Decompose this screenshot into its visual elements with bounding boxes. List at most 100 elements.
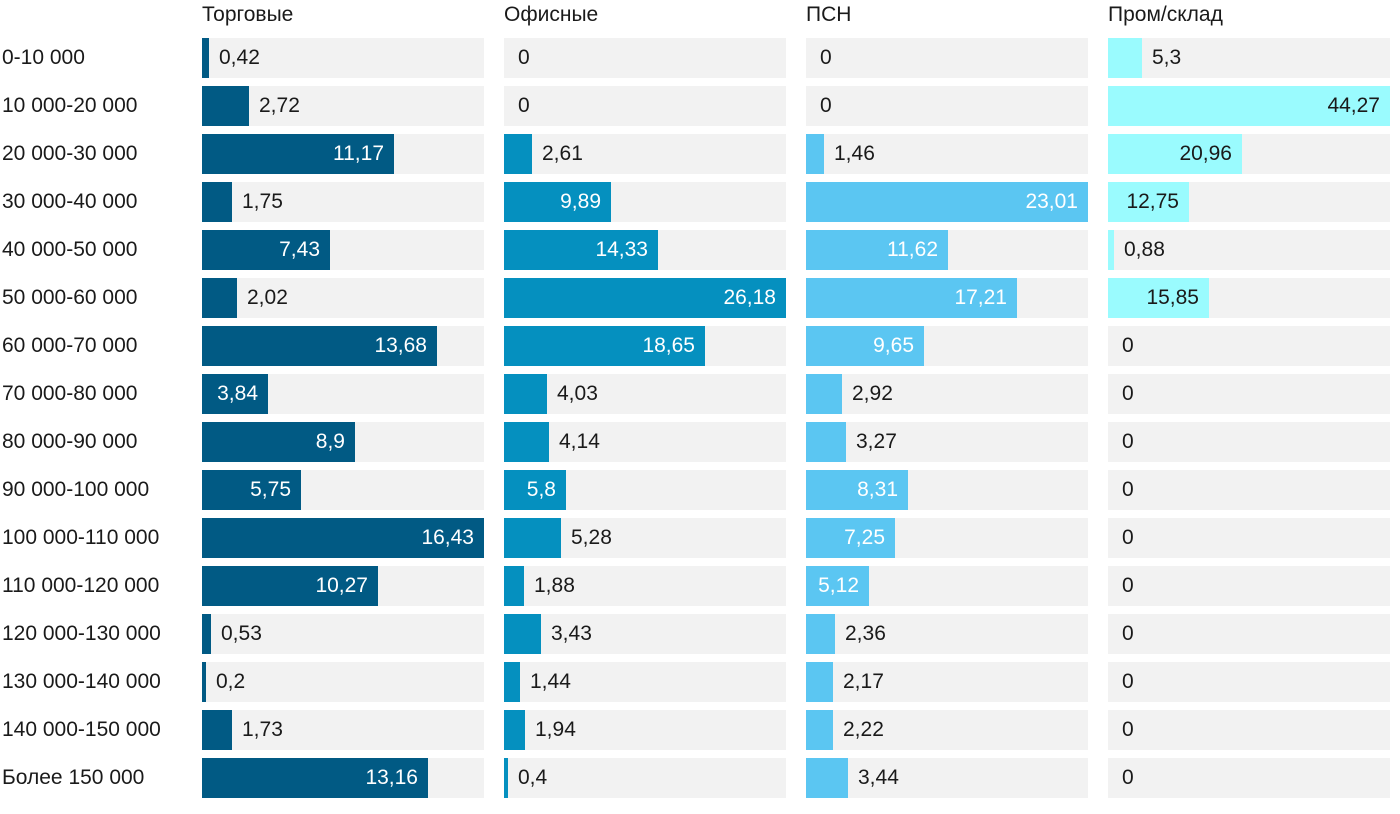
bar-track bbox=[202, 38, 484, 78]
bar bbox=[504, 758, 508, 798]
bar bbox=[504, 374, 547, 414]
bar bbox=[1108, 182, 1189, 222]
bar bbox=[504, 662, 520, 702]
bar-track bbox=[504, 614, 786, 654]
value-label: 0 bbox=[1122, 430, 1134, 453]
series-header: ПСН bbox=[806, 3, 852, 26]
bar-track bbox=[1108, 422, 1390, 462]
bar-track bbox=[1108, 326, 1390, 366]
bar bbox=[202, 566, 378, 606]
value-label: 5,28 bbox=[571, 526, 612, 549]
value-label: 5,8 bbox=[526, 478, 556, 501]
value-label: 12,75 bbox=[1126, 190, 1179, 213]
row-label: 110 000-120 000 bbox=[2, 574, 160, 597]
value-label: 16,43 bbox=[421, 526, 474, 549]
bar-track bbox=[504, 662, 786, 702]
value-label: 0 bbox=[1122, 622, 1134, 645]
bar bbox=[202, 38, 209, 78]
row-label: 80 000-90 000 bbox=[2, 430, 138, 453]
value-label: 0 bbox=[1122, 766, 1134, 789]
bar bbox=[806, 326, 924, 366]
bar bbox=[1108, 278, 1209, 318]
bar bbox=[202, 374, 268, 414]
bar bbox=[202, 518, 484, 558]
bar bbox=[202, 470, 301, 510]
bar bbox=[806, 278, 1017, 318]
bar-track bbox=[202, 278, 484, 318]
row-label: 10 000-20 000 bbox=[2, 94, 138, 117]
bar-track bbox=[806, 710, 1088, 750]
bar bbox=[202, 326, 437, 366]
row-label: 90 000-100 000 bbox=[2, 478, 150, 501]
bar-track bbox=[1108, 230, 1390, 270]
value-label: 14,33 bbox=[595, 238, 648, 261]
bar-track bbox=[1108, 710, 1390, 750]
bar bbox=[806, 134, 824, 174]
value-label: 1,46 bbox=[834, 142, 875, 165]
bar-track bbox=[504, 422, 786, 462]
value-label: 7,43 bbox=[279, 238, 320, 261]
bar bbox=[504, 182, 611, 222]
bar-track bbox=[1108, 758, 1390, 798]
bar bbox=[504, 230, 658, 270]
row-label: 100 000-110 000 bbox=[2, 526, 160, 549]
value-label: 11,17 bbox=[333, 142, 384, 165]
value-label: 18,65 bbox=[642, 334, 695, 357]
value-label: 4,14 bbox=[559, 430, 600, 453]
bar bbox=[504, 422, 549, 462]
bar-track bbox=[504, 38, 786, 78]
bar-track bbox=[806, 662, 1088, 702]
bar-track bbox=[806, 86, 1088, 126]
bar bbox=[202, 710, 232, 750]
value-label: 2,61 bbox=[542, 142, 583, 165]
bar-track bbox=[202, 614, 484, 654]
bar-track bbox=[202, 182, 484, 222]
bar bbox=[1108, 134, 1242, 174]
value-label: 0,4 bbox=[518, 766, 548, 789]
bar-track bbox=[806, 614, 1088, 654]
value-label: 0 bbox=[1122, 574, 1134, 597]
value-label: 1,73 bbox=[242, 718, 283, 741]
bar bbox=[806, 614, 835, 654]
bar-track bbox=[504, 134, 786, 174]
bar bbox=[504, 614, 541, 654]
value-label: 2,22 bbox=[843, 718, 884, 741]
bar-track bbox=[806, 422, 1088, 462]
bar bbox=[504, 134, 532, 174]
value-label: 23,01 bbox=[1025, 190, 1078, 213]
value-label: 2,72 bbox=[259, 94, 300, 117]
bar-track bbox=[504, 758, 786, 798]
value-label: 0 bbox=[518, 46, 530, 69]
bar-track bbox=[806, 374, 1088, 414]
bar-track bbox=[1108, 374, 1390, 414]
bar bbox=[504, 326, 705, 366]
value-label: 0,53 bbox=[221, 622, 262, 645]
bar bbox=[202, 422, 355, 462]
bar bbox=[202, 758, 428, 798]
series-header: Торговые bbox=[202, 3, 294, 26]
bar-track bbox=[504, 566, 786, 606]
bar bbox=[504, 566, 524, 606]
value-label: 0 bbox=[820, 94, 832, 117]
bar-track bbox=[202, 86, 484, 126]
value-label: 2,36 bbox=[845, 622, 886, 645]
bar-track bbox=[806, 38, 1088, 78]
series-header: Пром/склад bbox=[1108, 3, 1223, 26]
value-label: 1,75 bbox=[242, 190, 283, 213]
value-label: 1,94 bbox=[535, 718, 576, 741]
row-label: 130 000-140 000 bbox=[2, 670, 161, 693]
bar-track bbox=[504, 710, 786, 750]
value-label: 5,75 bbox=[250, 478, 291, 501]
series-header: Офисные bbox=[504, 3, 599, 26]
value-label: 1,88 bbox=[534, 574, 575, 597]
value-label: 0,88 bbox=[1124, 238, 1165, 261]
value-label: 3,84 bbox=[217, 382, 258, 405]
bar bbox=[1108, 230, 1114, 270]
bar bbox=[504, 470, 566, 510]
bar bbox=[504, 278, 786, 318]
row-label: 140 000-150 000 bbox=[2, 718, 161, 741]
value-label: 0,42 bbox=[219, 46, 260, 69]
row-label: 120 000-130 000 bbox=[2, 622, 161, 645]
bar bbox=[806, 662, 833, 702]
row-label: 50 000-60 000 bbox=[2, 286, 138, 309]
